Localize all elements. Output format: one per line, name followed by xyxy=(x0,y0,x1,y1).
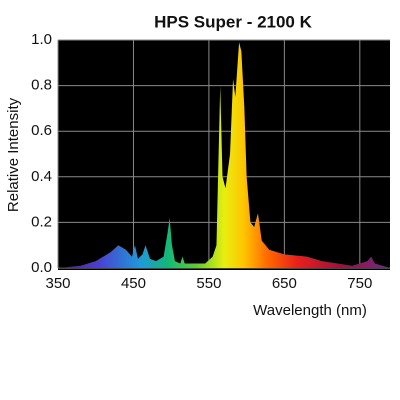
x-tick-label: 750 xyxy=(347,275,372,292)
y-tick-label: 0.6 xyxy=(31,122,52,139)
y-axis-label: Relative Intensity xyxy=(5,97,22,212)
x-tick-label: 650 xyxy=(272,275,297,292)
x-tick-label: 350 xyxy=(45,275,70,292)
x-tick-label: 450 xyxy=(121,275,146,292)
x-tick-label: 550 xyxy=(196,275,221,292)
y-tick-label: 0.2 xyxy=(31,213,52,230)
spectrum-area xyxy=(58,42,390,268)
y-tick-label: 1.0 xyxy=(31,31,52,48)
y-tick-label: 0.8 xyxy=(31,77,52,94)
y-tick-label: 0.4 xyxy=(31,168,52,185)
y-tick-label: 0.0 xyxy=(31,259,52,276)
x-axis-label: Wavelength (nm) xyxy=(253,302,367,319)
chart-title: HPS Super - 2100 K xyxy=(154,12,313,31)
